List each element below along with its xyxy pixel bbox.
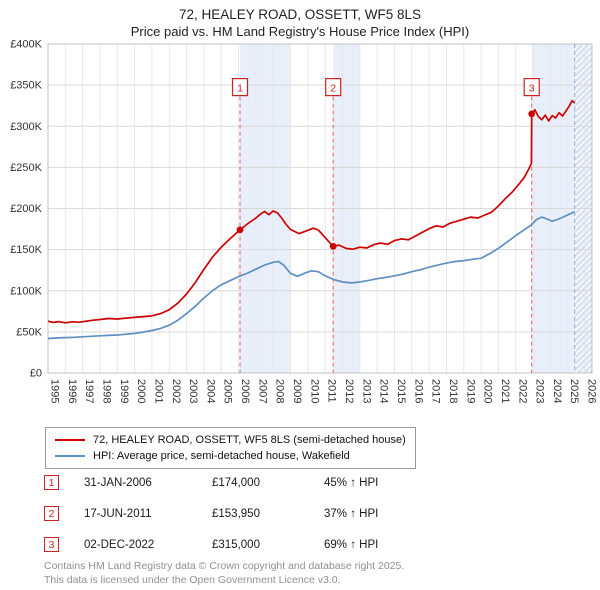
svg-text:3: 3 — [529, 83, 535, 95]
svg-text:2022: 2022 — [516, 379, 528, 403]
svg-text:2016: 2016 — [412, 379, 424, 403]
legend-label-hpi: HPI: Average price, semi-detached house,… — [93, 450, 350, 462]
svg-text:£50K: £50K — [16, 326, 42, 338]
svg-text:1997: 1997 — [83, 379, 95, 403]
hpi-line-swatch — [55, 455, 85, 457]
svg-text:2026: 2026 — [586, 379, 598, 403]
sale-hpi-delta: 69% ↑ HPI — [324, 538, 379, 551]
svg-text:2013: 2013 — [360, 379, 372, 403]
sale-marker-2: 2 — [44, 506, 59, 521]
svg-text:2009: 2009 — [291, 379, 303, 403]
svg-text:2003: 2003 — [187, 379, 199, 403]
sale-price: £174,000 — [212, 476, 260, 489]
svg-text:£350K: £350K — [10, 80, 42, 92]
svg-text:2021: 2021 — [499, 379, 511, 403]
sale-hpi-delta: 37% ↑ HPI — [324, 507, 379, 520]
svg-text:2005: 2005 — [222, 379, 234, 403]
sale-marker-1: 1 — [44, 475, 59, 490]
legend-label-property: 72, HEALEY ROAD, OSSETT, WF5 8LS (semi-d… — [93, 434, 406, 446]
svg-text:1998: 1998 — [101, 379, 113, 403]
table-row: 1 31-JAN-2006 £174,000 45% ↑ HPI — [44, 475, 600, 490]
svg-text:2001: 2001 — [152, 379, 164, 403]
legend-item-hpi: HPI: Average price, semi-detached house,… — [55, 448, 406, 464]
sale-date: 31-JAN-2006 — [84, 476, 152, 489]
sale-date: 02-DEC-2022 — [84, 538, 155, 551]
svg-text:2014: 2014 — [378, 379, 390, 403]
svg-text:£250K: £250K — [10, 162, 42, 174]
chart-legend: 72, HEALEY ROAD, OSSETT, WF5 8LS (semi-d… — [45, 427, 416, 469]
svg-text:1995: 1995 — [49, 379, 61, 403]
license-note: Contains HM Land Registry data © Crown c… — [44, 560, 600, 587]
svg-text:2006: 2006 — [239, 379, 251, 403]
sale-date: 17-JUN-2011 — [84, 507, 152, 520]
license-line-1: Contains HM Land Registry data © Crown c… — [44, 560, 405, 572]
svg-text:£0: £0 — [30, 368, 42, 380]
svg-text:2024: 2024 — [551, 379, 563, 403]
table-row: 2 17-JUN-2011 £153,950 37% ↑ HPI — [44, 506, 600, 521]
svg-text:2004: 2004 — [204, 379, 216, 403]
table-row: 3 02-DEC-2022 £315,000 69% ↑ HPI — [44, 537, 600, 552]
svg-text:£400K: £400K — [10, 39, 42, 51]
svg-text:1: 1 — [237, 83, 243, 95]
svg-text:2018: 2018 — [447, 379, 459, 403]
svg-text:2: 2 — [330, 83, 336, 95]
sale-price: £315,000 — [212, 538, 260, 551]
license-line-2: This data is licensed under the Open Gov… — [44, 573, 341, 586]
svg-text:2007: 2007 — [256, 379, 268, 403]
price-chart: 1 2 3 £0 £50K £100K £150K £200K £250K £300K £350K £… — [10, 39, 598, 403]
sale-price: £153,950 — [212, 507, 260, 520]
svg-text:1999: 1999 — [118, 379, 130, 403]
svg-text:2015: 2015 — [395, 379, 407, 403]
svg-text:2008: 2008 — [274, 379, 286, 403]
svg-text:2023: 2023 — [534, 379, 546, 403]
svg-text:2010: 2010 — [308, 379, 320, 403]
svg-text:2019: 2019 — [464, 379, 476, 403]
svg-text:2012: 2012 — [343, 379, 355, 403]
chart-subtitle: Price paid vs. HM Land Registry's House … — [130, 24, 470, 39]
svg-text:2002: 2002 — [170, 379, 182, 403]
svg-text:2020: 2020 — [482, 379, 494, 403]
svg-text:£300K: £300K — [10, 121, 42, 133]
svg-text:£200K: £200K — [10, 203, 42, 215]
sales-table: 1 31-JAN-2006 £174,000 45% ↑ HPI 2 17-JU… — [44, 475, 600, 552]
sale-hpi-delta: 45% ↑ HPI — [324, 476, 379, 489]
svg-text:2025: 2025 — [568, 379, 580, 403]
svg-text:£150K: £150K — [10, 244, 42, 256]
page-title: 72, HEALEY ROAD, OSSETT, WF5 8LS — [178, 7, 422, 22]
sale-marker-3: 3 — [44, 537, 59, 552]
legend-item-property: 72, HEALEY ROAD, OSSETT, WF5 8LS (semi-d… — [55, 432, 406, 448]
svg-text:£100K: £100K — [10, 285, 42, 297]
svg-text:2000: 2000 — [135, 379, 147, 403]
svg-text:2017: 2017 — [430, 379, 442, 403]
property-line-swatch — [55, 439, 85, 441]
svg-text:2011: 2011 — [326, 379, 338, 403]
svg-text:1996: 1996 — [66, 379, 78, 403]
